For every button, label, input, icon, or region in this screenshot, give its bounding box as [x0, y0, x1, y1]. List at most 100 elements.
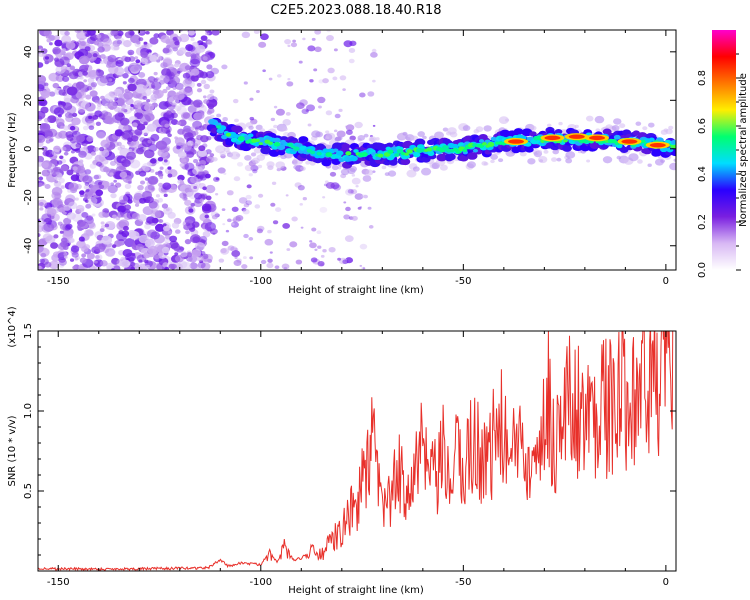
noise-blob: [162, 262, 169, 268]
noise-blob: [203, 99, 209, 104]
snr-axis-ticks: -150 -100 -50 0 0.5 1.0 1.5: [23, 323, 676, 588]
noise-blob: [70, 174, 80, 182]
spectrogram-y-axis-label: Frequency (Hz): [7, 112, 18, 188]
noise-blob: [191, 221, 200, 228]
noise-blob: [167, 173, 173, 178]
ridge-halo-blob: [556, 157, 562, 162]
noise-blob-sparse: [334, 129, 338, 133]
noise-blob-sparse: [363, 194, 368, 199]
noise-blob: [184, 162, 195, 172]
ridge-halo-blob: [602, 156, 613, 164]
noise-blob: [182, 112, 191, 119]
ridge-core-blob: [487, 142, 495, 147]
noise-blob: [202, 56, 208, 61]
noise-blob: [71, 251, 79, 258]
ridge-core-blob: [451, 143, 459, 149]
noise-blob: [63, 217, 72, 225]
noise-blob: [75, 197, 79, 201]
noise-blob: [167, 211, 176, 219]
noise-blob: [114, 240, 123, 247]
noise-blob: [168, 263, 175, 270]
noise-blob: [145, 231, 152, 237]
noise-blob: [117, 107, 122, 111]
noise-blob: [99, 60, 105, 65]
noise-blob: [197, 261, 206, 269]
noise-blob-sparse: [313, 68, 318, 72]
ridge-halo-blob: [315, 131, 323, 138]
noise-blob-sparse: [354, 121, 363, 129]
noise-blob: [57, 100, 63, 105]
noise-blob-sparse: [238, 197, 248, 204]
noise-blob: [126, 151, 137, 160]
noise-blob-sparse: [210, 211, 219, 218]
noise-blob: [115, 60, 124, 67]
noise-blob: [186, 172, 191, 176]
noise-blob: [53, 234, 59, 239]
noise-blob-sparse: [359, 243, 368, 250]
ridge-core-blob: [225, 132, 232, 137]
noise-blob-sparse: [307, 45, 316, 52]
noise-blob: [189, 262, 198, 270]
noise-blob-sparse: [299, 99, 308, 106]
noise-blob-sparse: [258, 41, 267, 48]
noise-blob: [172, 36, 178, 41]
noise-blob: [166, 44, 171, 49]
spectrogram-y-tick-label: 20: [23, 94, 34, 107]
noise-blob: [96, 106, 102, 111]
snr-y-tick-label: 1.5: [23, 323, 34, 339]
noise-blob: [163, 159, 168, 163]
noise-blob-sparse: [314, 46, 322, 53]
noise-blob: [99, 165, 108, 173]
ridge-halo-blob: [439, 164, 448, 171]
noise-blob-sparse: [299, 203, 303, 206]
noise-blob: [62, 48, 66, 52]
noise-blob: [45, 136, 54, 143]
noise-blob-sparse: [248, 237, 254, 241]
noise-blob-sparse: [317, 260, 325, 267]
noise-blob: [149, 37, 159, 45]
ridge-core-blob: [404, 152, 410, 156]
noise-blob-sparse: [250, 164, 259, 172]
ridge-halo-blob: [293, 164, 300, 170]
ridge-halo-blob: [618, 123, 626, 129]
noise-blob: [52, 197, 62, 206]
ridge-halo-blob: [565, 151, 576, 159]
noise-blob: [199, 174, 208, 181]
noise-blob: [180, 261, 192, 270]
noise-blob: [78, 109, 86, 115]
noise-blob: [151, 81, 162, 90]
noise-blob: [43, 30, 52, 37]
noise-blob: [177, 151, 187, 159]
noise-blob: [88, 115, 93, 120]
ridge-halo-blob: [483, 125, 492, 132]
noise-blob: [182, 193, 187, 198]
ridge-halo-blob: [234, 118, 239, 123]
noise-blob: [119, 199, 126, 205]
noise-blob: [95, 174, 102, 180]
noise-blob: [188, 208, 194, 213]
noise-blob: [125, 98, 134, 106]
noise-blob: [64, 225, 72, 231]
noise-blob-sparse: [284, 38, 292, 45]
noise-blob: [107, 101, 118, 110]
noise-blob: [155, 194, 161, 198]
noise-blob: [179, 163, 184, 167]
noise-blob: [158, 74, 170, 84]
noise-blob: [68, 182, 79, 192]
noise-blob: [38, 155, 45, 163]
noise-blob: [128, 51, 133, 56]
noise-blob-sparse: [343, 201, 347, 204]
noise-blob: [85, 203, 92, 209]
noise-blob: [122, 39, 132, 48]
noise-blob: [58, 207, 66, 213]
noise-blob-sparse: [233, 259, 242, 266]
noise-blob: [79, 257, 87, 264]
noise-blob: [100, 225, 106, 229]
noise-blob-sparse: [243, 233, 249, 239]
noise-blob-sparse: [310, 257, 318, 263]
ridge-halo-blob: [305, 160, 311, 165]
noise-blob-sparse: [327, 67, 335, 74]
noise-blob: [44, 207, 54, 215]
noise-blob-sparse: [370, 51, 378, 58]
noise-blob: [122, 81, 127, 85]
